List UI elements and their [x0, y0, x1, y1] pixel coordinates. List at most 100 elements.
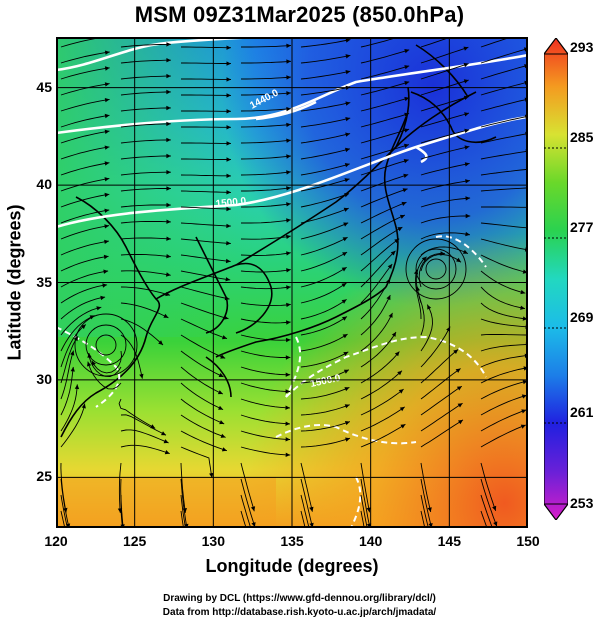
streamline: [120, 318, 164, 346]
graticule: [56, 37, 528, 528]
streamline: [120, 43, 171, 48]
streamline-arrowhead: [286, 234, 291, 239]
streamline: [360, 388, 404, 416]
streamline-arrowhead: [226, 77, 231, 82]
streamline-arrowhead: [390, 250, 396, 256]
streamline-arrowhead: [343, 222, 349, 227]
streamline: [420, 162, 470, 176]
streamline: [60, 315, 95, 352]
streamline-arrowhead: [455, 368, 461, 373]
streamline-arrowhead: [345, 38, 351, 43]
streamline-arrowhead: [465, 231, 470, 237]
streamline: [120, 139, 171, 144]
streamline: [480, 333, 528, 336]
streamline: [180, 414, 226, 438]
streamline-arrowhead: [150, 424, 156, 429]
streamline: [180, 478, 188, 528]
streamline-arrowhead: [104, 192, 110, 198]
streamline: [480, 187, 528, 192]
streamline: [300, 404, 350, 416]
streamline: [120, 302, 169, 319]
streamline: [360, 294, 391, 336]
streamline-arrowhead: [166, 89, 171, 95]
streamline-arrowhead: [463, 46, 469, 51]
streamline: [240, 155, 291, 160]
streamline: [420, 37, 453, 48]
credit-data: Data from http://database.rish.kyoto-u.a…: [162, 607, 437, 618]
streamline: [360, 263, 393, 304]
streamline-arrowhead: [285, 405, 290, 410]
streamline: [300, 282, 347, 304]
streamline: [480, 494, 493, 528]
streamline-arrowhead: [286, 138, 291, 143]
streamline: [360, 331, 397, 368]
streamline-arrowhead: [404, 49, 410, 54]
streamline: [300, 39, 351, 48]
streamline-arrowhead: [522, 316, 528, 321]
streamline-arrowhead: [309, 506, 314, 512]
streamline: [420, 215, 471, 224]
streamline-arrowhead: [226, 223, 231, 229]
streamline: [60, 98, 110, 112]
streamline: [240, 510, 247, 528]
streamline: [240, 252, 291, 256]
streamline: [420, 462, 432, 513]
streamline-arrowhead: [465, 196, 471, 201]
streamline-arrowhead: [286, 122, 291, 128]
streamline-arrowhead: [285, 355, 291, 360]
streamline: [120, 59, 171, 64]
streamline-arrowhead: [104, 98, 110, 103]
streamline: [120, 188, 171, 192]
streamline: [300, 54, 351, 64]
streamline: [60, 162, 110, 176]
streamline-arrowhead: [493, 521, 498, 527]
streamline-arrowhead: [286, 170, 291, 175]
streamline: [360, 113, 410, 128]
streamline: [420, 494, 429, 528]
streamline: [480, 81, 528, 96]
streamline-arrowhead: [161, 431, 166, 436]
streamline-arrowhead: [164, 450, 170, 455]
streamline-arrowhead: [456, 386, 462, 391]
streamline: [480, 64, 528, 80]
colorbar-fill: [544, 38, 568, 520]
streamline-arrowhead: [286, 106, 291, 112]
streamline-arrowhead: [166, 153, 171, 159]
streamline: [181, 46, 231, 49]
streamline-arrowhead: [286, 43, 291, 48]
streamline: [300, 193, 350, 208]
streamline: [240, 235, 291, 240]
streamline: [120, 270, 171, 276]
streamline: [241, 219, 291, 224]
streamline-arrowhead: [397, 370, 402, 376]
streamline-arrowhead: [286, 218, 291, 223]
streamline: [120, 220, 171, 224]
streamline-arrowhead: [182, 508, 187, 513]
streamline: [180, 318, 228, 340]
streamline-arrowhead: [440, 251, 445, 256]
streamline-arrowhead: [166, 105, 171, 111]
streamline-arrowhead: [104, 82, 110, 87]
streamline-arrowhead: [286, 91, 291, 96]
streamline: [60, 384, 78, 432]
streamline: [88, 352, 122, 377]
streamline-arrowhead: [226, 241, 231, 246]
streamline: [180, 286, 230, 300]
streamline: [241, 187, 291, 192]
streamline: [181, 158, 232, 161]
streamline: [300, 70, 351, 80]
streamline: [240, 108, 291, 112]
streamline-arrowhead: [462, 249, 468, 254]
streamline-arrowhead: [399, 214, 405, 219]
streamline: [360, 278, 391, 320]
streamline-arrowhead: [464, 145, 470, 150]
streamline: [415, 269, 422, 320]
colorbar: [544, 38, 568, 520]
streamline-arrowhead: [104, 145, 110, 150]
streamline: [420, 129, 470, 144]
streamline-arrowhead: [103, 269, 109, 274]
streamline-arrowhead: [453, 349, 459, 354]
streamline-arrowhead: [226, 45, 231, 50]
x-tick-label: 150: [516, 533, 540, 549]
streamline-arrowhead: [226, 141, 231, 146]
